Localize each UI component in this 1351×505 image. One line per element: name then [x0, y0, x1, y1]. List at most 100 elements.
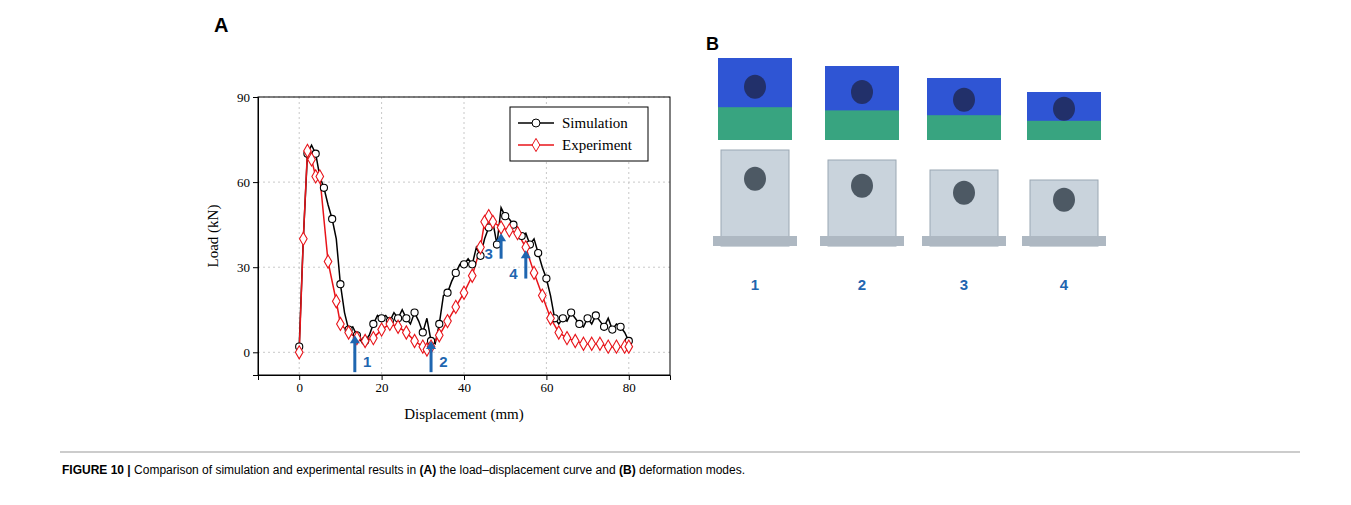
tick-mark	[253, 267, 258, 268]
marker	[588, 337, 596, 350]
y-axis: 0 30 60 90	[237, 90, 259, 376]
arrow-head	[521, 250, 531, 258]
arrow-shaft	[353, 342, 356, 372]
marker	[378, 323, 386, 336]
tick-mark	[253, 97, 258, 98]
photo-image	[721, 150, 789, 246]
marker	[571, 334, 579, 347]
simulation-image-band	[825, 110, 899, 140]
marker	[316, 170, 324, 183]
marker	[308, 153, 316, 166]
plot-frame	[258, 97, 670, 375]
arrow-head	[496, 233, 506, 241]
photo-fold	[820, 236, 904, 246]
marker	[345, 326, 353, 339]
marker	[489, 215, 497, 228]
marker	[386, 317, 394, 330]
marker	[320, 184, 327, 191]
arrow-head	[426, 341, 436, 349]
marker	[460, 286, 468, 299]
tick: 0	[244, 345, 259, 360]
photo-fold	[922, 236, 1006, 246]
marker	[617, 323, 624, 330]
marker	[444, 289, 451, 296]
tick: 30	[237, 260, 258, 275]
caption-part: Comparison of simulation and experimenta…	[134, 463, 419, 477]
photo-image	[828, 160, 896, 246]
caption-part: deformation modes.	[636, 463, 745, 477]
marker	[568, 309, 575, 316]
marker	[493, 241, 500, 248]
caption-rule	[60, 452, 1300, 453]
photo-fold	[713, 236, 797, 246]
tick: 20	[376, 375, 389, 395]
tick-label: 0	[244, 345, 251, 360]
marker	[547, 312, 555, 325]
legend-label: Experiment	[562, 137, 633, 153]
photo-hole	[744, 167, 766, 191]
mode-label: 3	[960, 276, 968, 293]
legend-box	[510, 107, 648, 161]
tick-mark	[253, 352, 258, 353]
photo-fold	[1022, 236, 1106, 246]
panel-label: A	[214, 14, 228, 36]
marker	[361, 334, 369, 347]
marker	[370, 332, 378, 345]
annotation-label: 2	[439, 353, 447, 370]
marker	[543, 275, 550, 282]
legend-marker	[532, 119, 540, 127]
tick-label: 90	[237, 90, 250, 105]
annotation-label: 3	[485, 245, 493, 262]
marker	[329, 215, 336, 222]
marker	[370, 320, 377, 327]
tick: 40	[458, 375, 471, 395]
simulation-image	[1027, 92, 1101, 140]
x-axis-title: Displacement (mm)	[404, 406, 524, 423]
marker	[435, 329, 443, 342]
marker	[538, 289, 546, 302]
simulation-image-band	[927, 115, 1001, 140]
caption-part: the load–displacement curve and	[436, 463, 619, 477]
marker	[452, 269, 459, 276]
marker	[403, 315, 410, 322]
marker	[477, 241, 485, 254]
marker	[337, 281, 344, 288]
deformation-images: 1234	[713, 58, 1106, 293]
marker	[514, 227, 522, 240]
caption: FIGURE 10 | Comparison of simulation and…	[62, 463, 745, 477]
tick-label: 60	[237, 175, 250, 190]
marker	[337, 317, 345, 330]
marker	[497, 221, 505, 234]
y-axis-title: Load (kN)	[205, 205, 222, 268]
annotations: 1234	[350, 233, 531, 372]
simulation-image	[825, 66, 899, 140]
marker	[411, 334, 419, 347]
tick: 90	[237, 90, 258, 105]
simulation-image-band	[718, 107, 792, 140]
marker	[580, 337, 588, 350]
tick-label: 40	[458, 380, 471, 395]
caption-part: (B)	[619, 463, 636, 477]
marker	[535, 249, 542, 256]
legend: SimulationExperiment	[510, 107, 648, 161]
marker	[468, 269, 476, 282]
marker	[506, 224, 514, 237]
marker	[419, 329, 426, 336]
simulation-image	[927, 78, 1001, 140]
simulation-hole	[851, 80, 873, 104]
tick-label: 80	[623, 380, 636, 395]
panel-label: B	[706, 34, 719, 54]
marker	[559, 315, 566, 322]
marker	[411, 309, 418, 316]
mode-label: 2	[858, 276, 866, 293]
tick-mark	[253, 182, 258, 183]
marker	[601, 323, 608, 330]
marker	[460, 261, 467, 268]
marker	[436, 320, 443, 327]
caption-part: FIGURE 10 |	[62, 463, 134, 477]
marker	[300, 232, 308, 245]
marker	[555, 326, 563, 339]
marker	[378, 315, 385, 322]
legend-marker	[532, 138, 540, 151]
marker	[452, 300, 460, 313]
